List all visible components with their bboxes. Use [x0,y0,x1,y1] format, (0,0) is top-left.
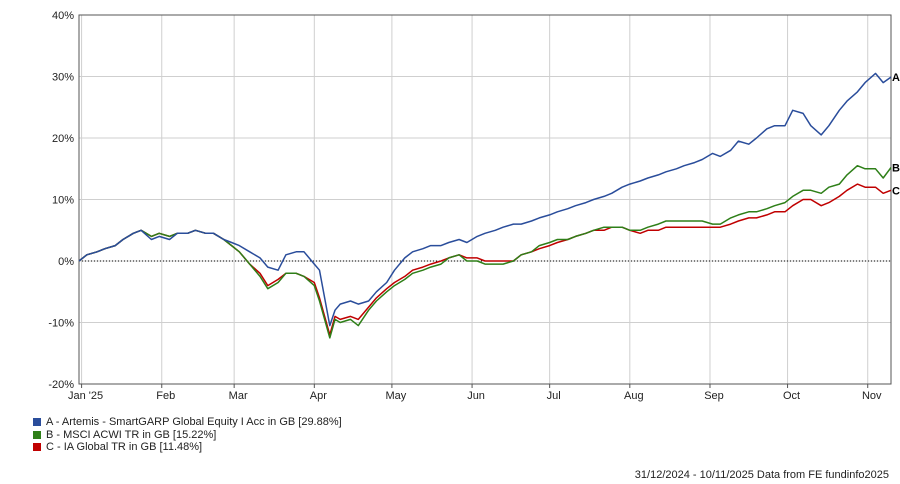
legend-item-c: C - IA Global TR in GB [11.48%] [33,441,342,454]
series-end-labels: A BC [892,72,900,197]
data-source-footer: 31/12/2024 - 10/11/2025 Data from FE fun… [634,469,889,481]
end-label-c: C [892,185,900,197]
legend-label-b: B - MSCI ACWI TR in GB [15.22%] [46,428,217,441]
x-tick-label: Jan '25 [68,390,103,402]
x-tick-label: Oct [783,390,800,402]
x-tick-label: Apr [310,390,327,402]
legend-swatch-a [33,418,41,427]
grid-lines [79,14,891,385]
x-tick-label: Aug [624,390,644,402]
y-tick-label: 40% [52,10,74,22]
legend-label-c: C - IA Global TR in GB [11.48%] [46,441,203,453]
y-tick-label: -10% [48,318,74,330]
series-line-a [78,72,892,327]
x-tick-label: Sep [704,390,724,402]
legend: A - Artemis - SmartGARP Global Equity I … [33,416,342,454]
y-tick-label: 30% [52,72,74,84]
x-tick-label: Nov [862,390,882,402]
x-tick-label: Jun [467,390,485,402]
y-tick-label: 0% [58,256,74,268]
legend-item-b: B - MSCI ACWI TR in GB [15.22%] [33,429,342,442]
legend-swatch-b [33,430,41,439]
legend-swatch-c [33,443,41,452]
plot-area-frame [78,14,892,385]
series-lines [78,72,892,339]
x-tick-label: Jul [547,390,561,402]
legend-label-a: A - Artemis - SmartGARP Global Equity I … [46,416,342,428]
end-label-a: A [892,72,900,84]
y-tick-label: 10% [52,195,74,207]
y-axis-tick-labels: -20% -10% 0% 10% 20% 30% 40% [48,10,74,391]
x-tick-label: May [386,390,407,402]
legend-item-a: A - Artemis - SmartGARP Global Equity I … [33,416,342,429]
x-tick-label: Mar [229,390,248,402]
y-tick-label: -20% [48,379,74,391]
y-tick-label: 20% [52,133,74,145]
series-line-c [78,183,892,336]
x-tick-label: Feb [156,390,175,402]
x-axis-tick-labels: Jan '25 Feb Mar Apr May Jun Jul Aug Sep Oct Nov [68,384,882,402]
series-line-b [78,164,892,339]
end-label-b: B [892,163,900,175]
